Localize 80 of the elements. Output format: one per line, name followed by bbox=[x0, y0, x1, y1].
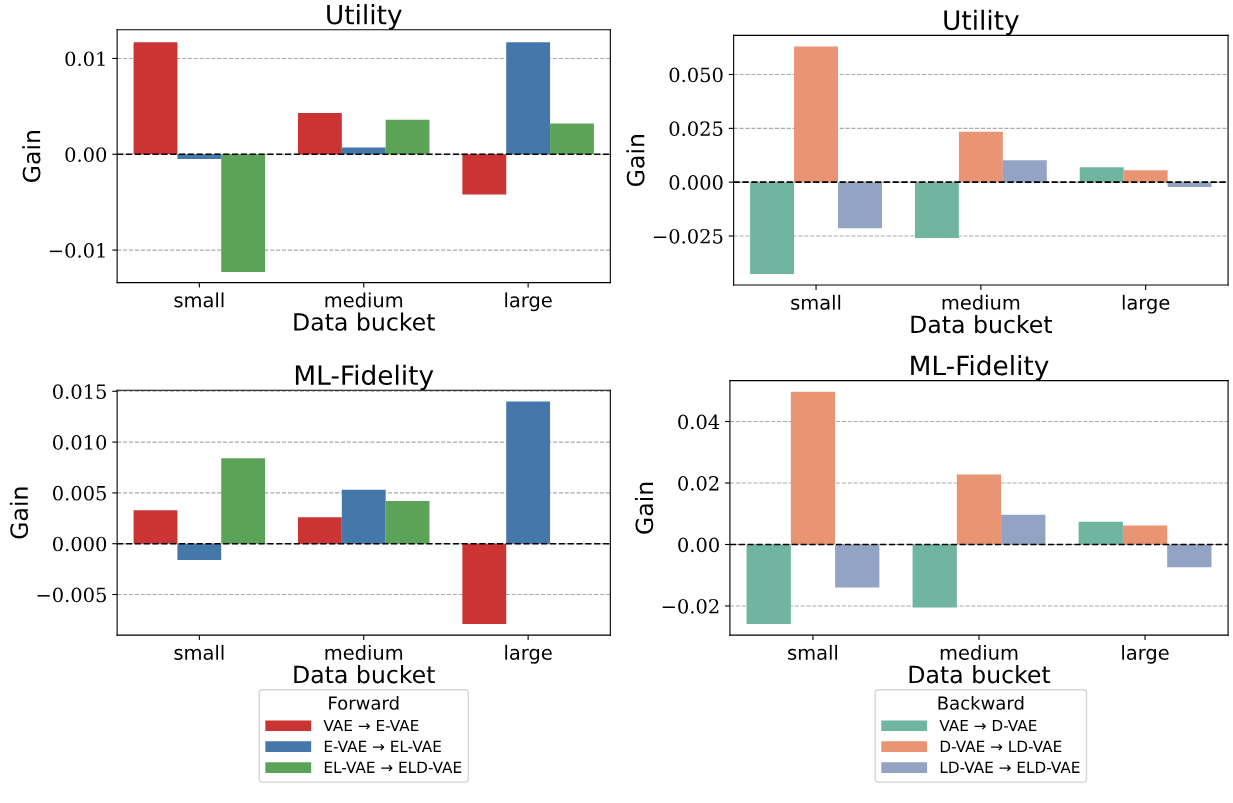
bar bbox=[462, 543, 507, 624]
x-tick-label: medium bbox=[940, 644, 1018, 660]
chart-title: ML-Fidelity bbox=[911, 355, 1049, 381]
bar bbox=[790, 391, 836, 545]
bar bbox=[550, 123, 594, 155]
bar bbox=[341, 489, 386, 544]
bar bbox=[1001, 514, 1046, 545]
y-tick-label: 0.010 bbox=[53, 435, 107, 450]
chart-title: Utility bbox=[327, 4, 402, 30]
bar bbox=[914, 182, 959, 238]
y-tick-label: 0.000 bbox=[669, 175, 723, 190]
x-axis-title: Data bucket bbox=[294, 665, 435, 684]
y-axis-title: Gain bbox=[22, 131, 41, 182]
y-tick-label: −0.025 bbox=[654, 228, 723, 244]
y-tick-label: 0.000 bbox=[53, 536, 107, 552]
bar bbox=[1167, 544, 1212, 568]
bar bbox=[958, 131, 1003, 183]
bar bbox=[177, 543, 222, 560]
y-tick-label: 0.02 bbox=[678, 475, 719, 491]
x-axis-title: Data bucket bbox=[911, 314, 1052, 334]
legend-title: Backward bbox=[938, 695, 1024, 710]
y-axis-title: Gain bbox=[626, 135, 645, 187]
legend-label: VAE → D-VAE bbox=[939, 719, 1037, 732]
y-tick-label: 0.005 bbox=[53, 485, 106, 501]
bar bbox=[956, 474, 1002, 545]
legend-label: EL-VAE → ELD-VAE bbox=[324, 761, 462, 773]
bar bbox=[794, 46, 839, 183]
bar bbox=[462, 154, 507, 195]
bar bbox=[133, 510, 178, 544]
y-tick-label: −0.02 bbox=[662, 598, 719, 614]
x-axis-title: Data bucket bbox=[909, 665, 1051, 684]
bar bbox=[221, 458, 266, 544]
y-tick-label: 0.015 bbox=[53, 384, 106, 399]
bar bbox=[506, 42, 551, 155]
bar bbox=[750, 182, 795, 275]
bar bbox=[1078, 521, 1123, 545]
bar bbox=[133, 42, 178, 155]
bar bbox=[297, 517, 342, 544]
x-tick-label: large bbox=[1122, 294, 1170, 314]
x-tick-label: medium bbox=[942, 294, 1020, 310]
bar bbox=[746, 544, 791, 625]
bar bbox=[385, 501, 430, 544]
legend-label: E-VAE → EL-VAE bbox=[324, 740, 441, 752]
x-tick-label: large bbox=[505, 644, 552, 664]
x-tick-label: medium bbox=[325, 644, 403, 660]
bar bbox=[912, 544, 957, 608]
y-axis-title: Gain bbox=[635, 482, 654, 534]
x-tick-label: medium bbox=[325, 292, 403, 308]
y-tick-label: 0.04 bbox=[678, 414, 720, 430]
legend-title: Forward bbox=[329, 695, 399, 710]
x-tick-label: small bbox=[791, 294, 841, 310]
y-tick-label: 0.050 bbox=[669, 67, 723, 83]
y-axis-title: Gain bbox=[9, 487, 29, 539]
x-tick-label: small bbox=[174, 644, 224, 660]
y-tick-label: −0.01 bbox=[49, 243, 105, 258]
bar bbox=[1079, 167, 1124, 183]
legend-label: LD-VAE → ELD-VAE bbox=[940, 761, 1080, 773]
bar bbox=[297, 113, 342, 155]
y-tick-label: 0.00 bbox=[678, 537, 719, 553]
bar bbox=[1002, 160, 1047, 183]
y-tick-label: 0.01 bbox=[65, 51, 105, 67]
legend-label: D-VAE → LD-VAE bbox=[940, 740, 1062, 752]
chart-title: Utility bbox=[944, 9, 1019, 36]
bar bbox=[838, 182, 882, 229]
bar bbox=[1123, 170, 1168, 183]
y-tick-label: 0.00 bbox=[65, 147, 107, 162]
bar bbox=[506, 401, 551, 544]
x-axis-title: Data bucket bbox=[294, 312, 435, 331]
bar bbox=[385, 119, 430, 155]
y-tick-label: −0.005 bbox=[37, 587, 106, 603]
bar bbox=[835, 544, 880, 588]
x-tick-label: small bbox=[788, 644, 838, 660]
y-tick-label: 0.025 bbox=[669, 121, 723, 136]
x-tick-label: large bbox=[1122, 644, 1169, 664]
legend-label: VAE → E-VAE bbox=[323, 719, 419, 732]
x-tick-label: large bbox=[505, 292, 552, 312]
bar bbox=[221, 154, 266, 273]
bar bbox=[1122, 525, 1168, 545]
chart-title: ML-Fidelity bbox=[295, 364, 434, 391]
x-tick-label: small bbox=[174, 292, 224, 308]
